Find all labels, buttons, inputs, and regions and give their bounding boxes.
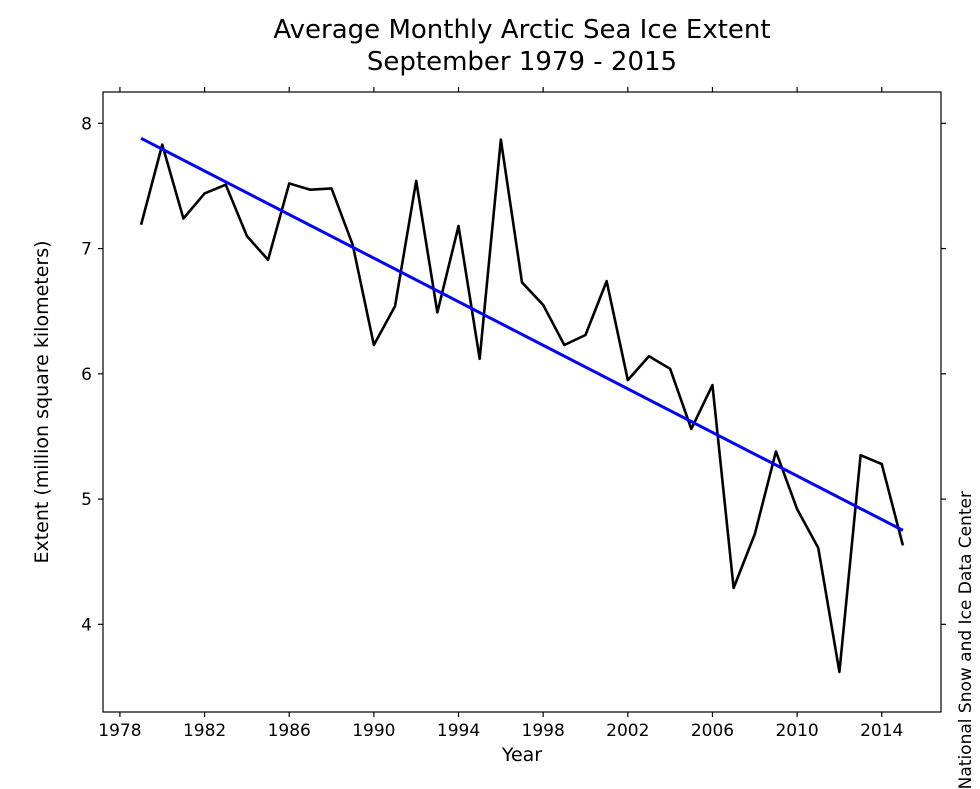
attribution-text: National Snow and Ice Data Center [956,401,976,789]
attribution: National Snow and Ice Data Center [956,0,976,789]
y-tick-label: 8 [81,114,92,134]
x-tick-label: 1982 [183,721,226,741]
chart-title-line2: September 1979 - 2015 [367,47,677,77]
x-tick-label: 1998 [522,721,565,741]
x-tick-label: 2014 [860,721,903,741]
x-tick-label: 1986 [268,721,311,741]
chart-svg: 1978 1982 1986 1990 1994 1998 2002 2006 2010 2014… [0,0,980,789]
y-tick-label: 4 [81,615,92,635]
x-tick-label: 2006 [691,721,734,741]
y-tick-label: 6 [81,365,92,385]
x-tick-label: 2010 [775,721,818,741]
x-tick-label: 1994 [437,721,480,741]
y-tick-label: 7 [81,240,92,260]
chart-title-line1: Average Monthly Arctic Sea Ice Extent [273,15,770,45]
x-tick-label: 1978 [98,721,141,741]
x-tick-label: 1990 [352,721,395,741]
y-axis-label: Extent (million square kilometers) [31,240,53,563]
x-tick-label: 2002 [606,721,649,741]
chart-container: 1978 1982 1986 1990 1994 1998 2002 2006 2010 2014… [0,0,980,789]
y-tick-label: 5 [81,490,92,510]
x-axis-label: Year [501,744,542,766]
